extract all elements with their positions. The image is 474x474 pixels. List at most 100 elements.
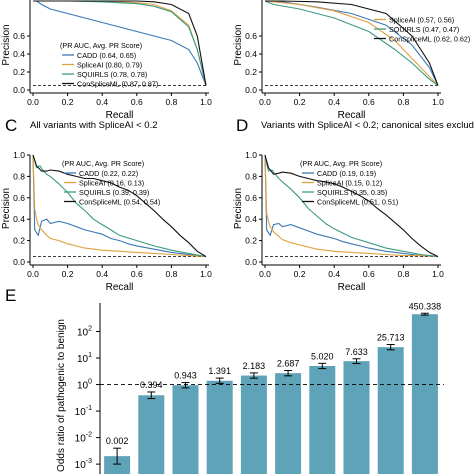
y-tick-label: 1.0 [13, 150, 25, 160]
y-tick-label: 0.2 [13, 236, 25, 246]
y-tick-base: 10 [77, 328, 89, 339]
bar [206, 380, 233, 474]
series-line-3 [33, 0, 207, 86]
y-tick-label: 0.4 [245, 49, 257, 59]
x-tick-label: 1.0 [432, 269, 444, 279]
y-tick-label: 0.4 [13, 49, 25, 59]
data-label: 450.338 [409, 301, 442, 311]
legend-entry: ConSpliceML (0.87, 0.87) [77, 80, 158, 89]
series-line-2 [264, 154, 439, 258]
y-axis-label: Precision [233, 24, 244, 65]
series-line-0 [264, 0, 439, 86]
y-axis-label: Precision [1, 24, 12, 65]
bar [172, 385, 199, 474]
y-tick-label: 0.8 [245, 171, 257, 181]
series-line-1 [32, 154, 207, 258]
y-tick-exponent: 2 [88, 326, 92, 333]
legend-title: (PR AUC, Avg. PR Score) [60, 41, 142, 50]
data-label: 25.713 [377, 333, 405, 343]
series-line-1 [264, 0, 439, 86]
y-tick-label: 0.6 [13, 31, 25, 41]
x-tick-label: 0.0 [27, 269, 39, 279]
x-tick-label: 0.4 [328, 269, 340, 279]
legend-entry: SpliceAI (0.16, 0.13) [79, 179, 144, 188]
data-label: 1.391 [208, 366, 231, 376]
legend-entry: SQUIRLS (0.78, 0.78) [77, 70, 147, 79]
data-label: 0.943 [174, 371, 197, 381]
y-tick-base: 10 [77, 354, 89, 365]
x-axis-label: Recall [338, 110, 366, 121]
series-line-2 [264, 0, 439, 86]
y-tick-label: 10-1 [75, 405, 92, 418]
y-tick-label: 101 [77, 352, 92, 365]
y-tick-base: 10 [77, 381, 89, 392]
legend-entry: CADD (0.64, 0.65) [77, 51, 136, 60]
panel-letter: D [236, 116, 248, 135]
y-tick-label: 0.6 [13, 193, 25, 203]
y-tick-label: 0.4 [245, 214, 257, 224]
x-tick-label: 1.0 [200, 97, 212, 107]
data-label: 5.020 [311, 351, 334, 361]
y-tick-exponent: -1 [86, 405, 92, 412]
y-tick-label: 102 [77, 326, 92, 339]
series-line-3 [265, 0, 439, 86]
y-tick-exponent: -3 [86, 458, 92, 465]
x-tick-label: 0.2 [294, 269, 306, 279]
bar [138, 395, 165, 474]
x-tick-label: 0.6 [363, 269, 375, 279]
x-tick-label: 0.2 [294, 97, 306, 107]
y-tick-exponent: -2 [86, 432, 92, 439]
y-tick-base: 10 [75, 407, 87, 418]
x-axis-label: Recall [106, 282, 134, 293]
y-axis-label: Precision [1, 188, 12, 229]
series-line-3 [264, 154, 439, 258]
legend-entry: ConSpliceML (0.62, 0.62) [389, 35, 470, 44]
x-tick-label: 0.0 [259, 269, 271, 279]
y-tick-label: 0.2 [13, 67, 25, 77]
x-tick-label: 0.2 [62, 269, 74, 279]
y-tick-label: 0.6 [245, 31, 257, 41]
panel-c: C All variants with SpliceAI < 0.2 0.0 0.2 0… [1, 116, 212, 293]
data-label: 2.687 [277, 359, 300, 369]
series-line-0 [32, 154, 207, 258]
y-tick-label: 100 [77, 379, 92, 392]
x-axis-label: Recall [106, 110, 134, 121]
x-tick-label: 0.8 [397, 269, 409, 279]
x-tick-label: 0.4 [96, 97, 108, 107]
data-label: 0.394 [140, 380, 163, 390]
legend-entry: CADD (0.19, 0.19) [317, 169, 376, 178]
panel-b: 0.0 0.2 0.4 0.6 0.8 1.0 0.0 0.2 0.4 0.6 Recall Prec… [233, 0, 470, 121]
x-tick-label: 1.0 [200, 269, 212, 279]
bar [309, 365, 336, 474]
y-tick-label: 0.8 [13, 171, 25, 181]
x-tick-label: 0.6 [363, 97, 375, 107]
y-tick-label: 0.0 [13, 257, 25, 267]
legend-entry: SQUIRLS (0.47, 0.47) [389, 25, 459, 34]
bar [343, 361, 370, 474]
y-tick-base: 10 [75, 434, 87, 445]
y-axis-label: Odds ratio of pathogenic to benign [56, 319, 67, 472]
legend-title: (PR AUC, Avg. PR Score) [300, 159, 382, 168]
panel-a: 0.0 0.2 0.4 0.6 0.8 1.0 0.0 0.2 0.4 0.6 Recall Prec… [1, 0, 212, 121]
y-tick-exponent: 0 [88, 379, 92, 386]
x-axis-label: Recall [338, 282, 366, 293]
bar [240, 375, 267, 474]
panel-title: Variants with SpliceAI < 0.2; canonical … [261, 120, 474, 131]
panel-d: D Variants with SpliceAI < 0.2; canonical… [233, 116, 474, 293]
panel-title: All variants with SpliceAI < 0.2 [30, 120, 158, 131]
y-tick-label: 0.6 [245, 193, 257, 203]
series-line-3 [32, 154, 207, 258]
legend-entry: SpliceAI (0.15, 0.12) [317, 179, 382, 188]
x-tick-label: 0.0 [259, 97, 271, 107]
y-tick-exponent: 1 [88, 352, 92, 359]
y-tick-label: 0.4 [13, 214, 25, 224]
x-tick-label: 0.8 [165, 269, 177, 279]
panel-letter: C [5, 116, 17, 135]
y-tick-label: 10-2 [75, 432, 92, 445]
y-tick-label: 1.0 [245, 150, 257, 160]
legend-entry: SQUIRLS (0.39, 0.39) [79, 188, 149, 197]
panel-letter: E [5, 286, 16, 305]
y-tick-label: 0.2 [245, 236, 257, 246]
